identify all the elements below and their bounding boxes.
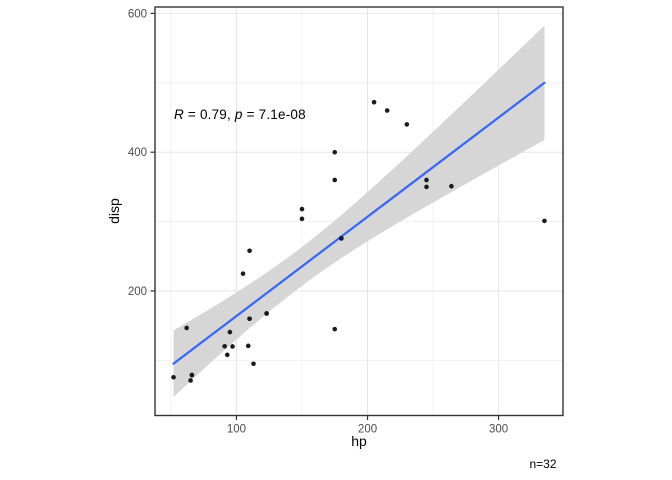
y-tick-label: 400 [128, 147, 147, 159]
data-point [332, 326, 338, 332]
y-tick-label: 600 [128, 8, 147, 20]
data-point [189, 372, 195, 378]
data-point [299, 216, 305, 222]
data-point [171, 374, 176, 380]
confidence-band [173, 25, 545, 397]
data-point [371, 99, 377, 105]
data-point [264, 311, 269, 316]
data-point [184, 325, 189, 331]
data-point [247, 248, 252, 254]
data-point [404, 122, 410, 127]
data-point [332, 149, 338, 155]
correlation-annotation: R = 0.79, p = 7.1e-08 [174, 107, 306, 122]
data-point [224, 352, 230, 358]
y-tick-label: 200 [128, 286, 147, 298]
data-point [247, 316, 252, 322]
data-point [222, 344, 227, 349]
panel-border [154, 6, 564, 417]
data-point [424, 184, 429, 190]
data-point [542, 218, 547, 224]
p-symbol: p [234, 107, 243, 122]
x-tick-label: 200 [358, 424, 377, 436]
data-point [240, 271, 246, 276]
data-point [339, 236, 344, 241]
data-point [245, 343, 251, 349]
data-point [424, 177, 429, 183]
sample-size-caption: n=32 [529, 457, 557, 471]
y-axis-title: disp [106, 198, 122, 224]
data-point [299, 206, 305, 212]
x-tick-label: 100 [227, 424, 246, 436]
data-point [384, 108, 390, 113]
regression-line [172, 81, 546, 365]
r-value-text: = 0.79, [183, 107, 235, 122]
data-point [449, 183, 454, 189]
x-tick-label: 300 [489, 424, 508, 436]
data-point [230, 344, 235, 349]
data-point [188, 378, 193, 383]
x-axis-title: hp [351, 433, 367, 449]
p-value-text: = 7.1e-08 [242, 107, 306, 122]
data-point [332, 177, 338, 183]
data-point [251, 361, 256, 367]
r-symbol: R [174, 107, 184, 122]
data-point [227, 329, 233, 335]
